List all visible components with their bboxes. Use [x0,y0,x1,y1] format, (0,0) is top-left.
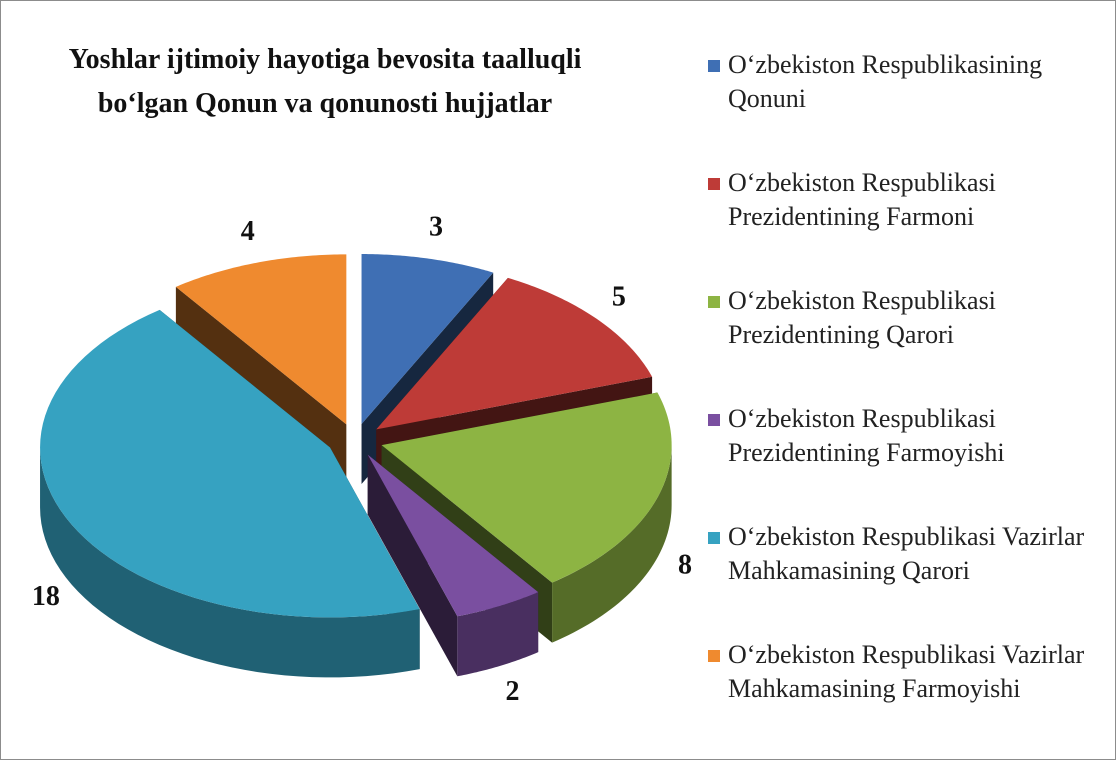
legend-entry: O‘zbekiston Respublikasi Vazirlar Mahkam… [708,638,1108,706]
legend-swatch [708,60,720,72]
slice-wall [40,447,420,678]
legend-swatch [708,414,720,426]
slice [381,392,672,583]
legend-entry: O‘zbekiston Respublikasi Prezidentining … [708,166,1108,234]
slice [361,254,494,425]
slice-wall [457,592,539,677]
legend-entry: O‘zbekiston Respublikasi Vazirlar Mahkam… [708,520,1108,588]
legend-label: O‘zbekiston Respublikasi Prezidentining … [728,168,996,231]
slice [376,277,653,430]
data-label: 18 [32,581,60,612]
slice [175,254,347,425]
data-label: 4 [241,216,255,247]
legend-swatch [708,650,720,662]
slice-wall [552,445,672,643]
legend-swatch [708,178,720,190]
legend-label: O‘zbekiston Respublikasi Vazirlar Mahkam… [728,522,1085,585]
legend-label: O‘zbekiston Respublikasining Qonuni [728,50,1043,113]
legend-label: O‘zbekiston Respublikasi Vazirlar Mahkam… [728,640,1085,703]
chart: 3 5 8 2 18 4 [32,211,692,707]
chart-title: Yoshlar ijtimoiy hayotiga bevosita taall… [68,44,582,119]
slice-side [367,454,458,677]
data-label: 3 [429,211,443,242]
slice [367,454,539,617]
legend-label: O‘zbekiston Respublikasi Prezidentining … [728,286,996,349]
legend-label: O‘zbekiston Respublikasi Prezidentining … [728,404,1005,467]
data-label: 2 [506,676,520,707]
slice [40,309,420,618]
legend-entry: O‘zbekiston Respublikasining Qonuni [708,48,1108,116]
data-label: 5 [612,281,626,312]
legend-swatch [708,532,720,544]
legend-swatch [708,296,720,308]
legend-entry: O‘zbekiston Respublikasi Prezidentining … [708,284,1108,352]
legend-entry: O‘zbekiston Respublikasi Prezidentining … [708,402,1108,470]
data-label: 8 [678,549,692,580]
